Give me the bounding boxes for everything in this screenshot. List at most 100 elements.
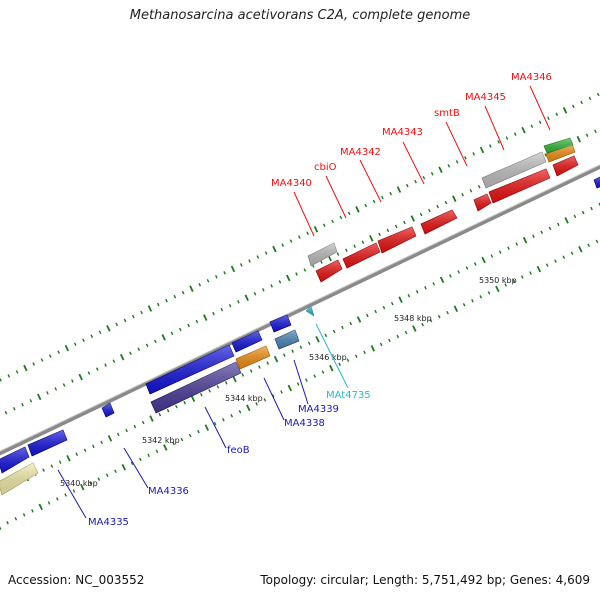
connector-feob (204, 406, 227, 449)
feature-shade (146, 345, 234, 394)
label-ma4338: MA4338 (284, 418, 325, 429)
tick-mark (114, 469, 117, 473)
tick-mark (381, 195, 384, 200)
tick-mark (278, 280, 282, 284)
tick-mark (581, 210, 585, 215)
tick-mark (23, 364, 28, 372)
feature-shade (544, 138, 573, 153)
tick-mark (80, 483, 85, 491)
tick-mark (453, 305, 459, 313)
label-smtb: smtB (434, 108, 460, 119)
tick-mark (82, 338, 85, 342)
tick-mark (195, 319, 199, 324)
tick-mark (198, 282, 202, 287)
genome-backbone (0, 164, 600, 456)
tick-mark (287, 384, 293, 392)
tick-mark (421, 322, 424, 327)
tick-mark (139, 457, 142, 462)
tick-mark (133, 424, 137, 429)
tick-mark (223, 271, 226, 275)
tick-mark (7, 374, 11, 378)
tick-mark (36, 393, 42, 401)
tick-label-5342: 5342 kbp (142, 436, 180, 445)
feature-shade (270, 315, 291, 332)
tick-mark (216, 385, 220, 389)
tick-mark (46, 391, 49, 395)
tick-mark (369, 235, 374, 242)
tick-mark (576, 135, 582, 143)
tick-mark (595, 239, 599, 244)
tick-mark (204, 424, 209, 431)
tick-label-5340: 5340 kbp (60, 479, 98, 488)
tick-mark (415, 289, 419, 294)
tick-mark (556, 222, 560, 227)
tick-mark (213, 421, 217, 426)
tick-mark (256, 255, 260, 259)
tick-mark (165, 298, 168, 303)
label-ma4340: MA4340 (271, 178, 312, 189)
tick-mark (479, 295, 483, 299)
tick-mark (366, 313, 369, 318)
map-title: Methanosarcina acetivorans C2A, complete… (129, 8, 471, 23)
feature-shade (378, 227, 416, 253)
tick-mark (253, 292, 257, 296)
tick-mark (349, 321, 353, 326)
feature-shade (236, 346, 270, 369)
tick-mark (246, 404, 251, 412)
tick-mark (54, 387, 58, 391)
tick-mark (38, 503, 43, 511)
feature-shade (151, 362, 241, 413)
feature-shade (474, 194, 491, 211)
tick-mark (15, 370, 19, 374)
tick-mark (487, 291, 491, 295)
tick-mark (92, 444, 95, 449)
tick-mark (161, 334, 166, 341)
tick-mark (315, 336, 320, 343)
tick-mark (71, 379, 74, 383)
tick-label-5346: 5346 kbp (309, 353, 347, 362)
tick-mark (131, 314, 135, 319)
tick-mark (471, 299, 474, 303)
tick-mark (220, 307, 224, 312)
tick-mark (286, 274, 291, 282)
tick-mark (6, 521, 9, 525)
tick-mark (244, 294, 249, 302)
feature-shade (421, 210, 457, 234)
tick-mark (452, 195, 457, 202)
tick-mark (0, 526, 2, 530)
tick-mark (329, 364, 334, 372)
label-ma4346: MA4346 (511, 72, 552, 83)
connector-cbio (325, 175, 347, 219)
tick-mark (505, 136, 509, 140)
tick-mark (498, 250, 502, 254)
tick-mark (396, 186, 402, 193)
genome-summary: Topology: circular; Length: 5,751,492 bp… (260, 573, 590, 587)
tick-mark (530, 124, 534, 128)
tick-mark (83, 448, 87, 453)
tick-mark (590, 206, 593, 211)
tick-mark (163, 444, 168, 451)
tick-mark (273, 355, 279, 363)
tick-mark (573, 214, 577, 219)
tick-mark (173, 294, 177, 299)
tick-mark (455, 160, 459, 164)
tick-mark (422, 175, 426, 180)
connector-mat4735 (315, 323, 349, 389)
tick-mark (166, 408, 170, 413)
tick-mark (520, 275, 524, 279)
tick-mark (141, 420, 145, 425)
tick-mark (390, 301, 394, 306)
tick-mark (353, 244, 356, 248)
tick-mark (178, 327, 182, 332)
tick-mark (56, 497, 59, 501)
tick-mark (372, 199, 376, 204)
tick-mark (424, 286, 427, 290)
tick-mark (430, 172, 434, 176)
tick-mark (432, 282, 436, 286)
tick-mark (299, 345, 303, 349)
label-ma4342: MA4342 (340, 147, 381, 158)
gene-labels: MA4340 cbiO MA4342 MA4343 smtB MA4345 MA… (88, 72, 552, 528)
tick-mark (183, 400, 187, 405)
label-connectors (57, 85, 551, 519)
tick-mark (154, 339, 157, 344)
